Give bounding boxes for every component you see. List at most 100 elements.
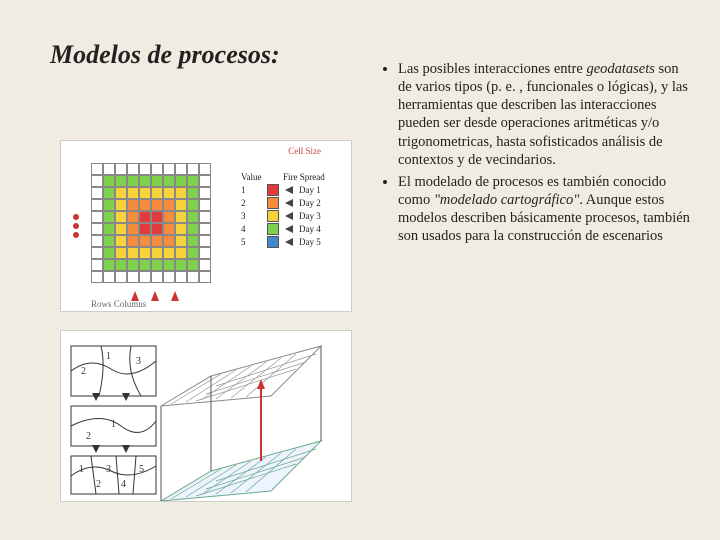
- grid-cell: [175, 223, 187, 235]
- arrow-up-icon: [151, 291, 159, 301]
- fig2-n1: 1: [106, 351, 111, 362]
- grid-cell: [151, 223, 163, 235]
- grid-cell: [199, 163, 211, 175]
- legend-row: 5Day 5: [241, 236, 325, 248]
- grid-cell: [163, 163, 175, 175]
- grid-cell: [187, 163, 199, 175]
- figure-raster-grid: Cell Size Value Fire Spread 1Day 12Day 2…: [60, 140, 352, 312]
- grid-cell: [199, 187, 211, 199]
- fig2-n9: 4: [121, 479, 126, 490]
- legend-row: 4Day 4: [241, 223, 325, 235]
- bullet-2: El modelado de procesos es también conoc…: [398, 173, 690, 246]
- grid-cell: [163, 175, 175, 187]
- legend-row: 3Day 3: [241, 210, 325, 222]
- grid-cell: [151, 235, 163, 247]
- grid-cell: [163, 271, 175, 283]
- bullet-1-em: geodatasets: [586, 61, 654, 77]
- grid-cell: [139, 247, 151, 259]
- grid-cell: [115, 271, 127, 283]
- grid-cell: [91, 223, 103, 235]
- grid-cell: [127, 259, 139, 271]
- grid-cell: [151, 259, 163, 271]
- grid-cell: [199, 175, 211, 187]
- grid-cell: [187, 247, 199, 259]
- grid-cell: [163, 247, 175, 259]
- grid-cell: [139, 223, 151, 235]
- grid-cell: [187, 175, 199, 187]
- grid-cell: [91, 199, 103, 211]
- grid-cell: [199, 223, 211, 235]
- grid-cell: [187, 187, 199, 199]
- fig1-label-tr: Cell Size: [288, 146, 321, 156]
- grid-cell: [115, 235, 127, 247]
- grid-cell: [127, 187, 139, 199]
- grid-cell: [127, 163, 139, 175]
- grid-cell: [115, 223, 127, 235]
- grid-cell: [151, 187, 163, 199]
- grid-cell: [103, 223, 115, 235]
- grid-cell: [91, 175, 103, 187]
- fig2-n2: 2: [81, 366, 86, 377]
- grid-cell: [127, 247, 139, 259]
- grid-cell: [151, 271, 163, 283]
- grid-cell: [187, 235, 199, 247]
- arrow-left-icon: [285, 238, 293, 246]
- grid-cell: [115, 163, 127, 175]
- arrow-left-icon: [285, 186, 293, 194]
- grid-cell: [139, 175, 151, 187]
- legend-swatch: [267, 223, 279, 235]
- grid-cell: [199, 259, 211, 271]
- fig2-n8: 3: [106, 464, 111, 475]
- grid-cell: [175, 259, 187, 271]
- grid-cell: [187, 271, 199, 283]
- grid-cell: [127, 271, 139, 283]
- layers-svg: [61, 331, 351, 501]
- grid-cell: [151, 163, 163, 175]
- grid-cell: [199, 211, 211, 223]
- grid-cell: [91, 247, 103, 259]
- grid-cell: [199, 235, 211, 247]
- grid-cell: [115, 259, 127, 271]
- grid-cell: [187, 223, 199, 235]
- arrow-left-icon: [285, 199, 293, 207]
- grid-cell: [175, 235, 187, 247]
- grid-cell: [103, 187, 115, 199]
- fig2-n6: 1: [79, 464, 84, 475]
- bullet-list: Las posibles interacciones entre geodata…: [380, 60, 690, 245]
- legend-row: 2Day 2: [241, 197, 325, 209]
- grid-cell: [115, 187, 127, 199]
- slide-title: Modelos de procesos:: [50, 40, 280, 70]
- grid-cell: [151, 199, 163, 211]
- grid-cell: [139, 235, 151, 247]
- grid-cell: [139, 199, 151, 211]
- fig2-n10: 5: [139, 464, 144, 475]
- grid-cell: [91, 235, 103, 247]
- figure-layers: 1 2 3 1 2 1 2 3 4 5: [60, 330, 352, 502]
- fig2-n7: 2: [96, 479, 101, 490]
- grid-cell: [163, 259, 175, 271]
- grid-cell: [151, 211, 163, 223]
- grid-cell: [187, 199, 199, 211]
- fig2-n5: 2: [86, 431, 91, 442]
- grid-cell: [199, 247, 211, 259]
- grid-cell: [163, 223, 175, 235]
- grid-cell: [187, 211, 199, 223]
- grid-cell: [91, 187, 103, 199]
- grid-cell: [175, 163, 187, 175]
- fig1-bottom-label: Rows Columns: [91, 299, 146, 309]
- grid-cell: [151, 247, 163, 259]
- grid-cell: [163, 187, 175, 199]
- grid-cell: [115, 199, 127, 211]
- grid-cell: [139, 259, 151, 271]
- grid-cell: [91, 271, 103, 283]
- arrow-left-icon: [285, 212, 293, 220]
- grid-cell: [103, 271, 115, 283]
- legend-swatch: [267, 184, 279, 196]
- grid-cell: [199, 199, 211, 211]
- grid-cell: [175, 199, 187, 211]
- grid-cell: [115, 211, 127, 223]
- grid-cell: [91, 259, 103, 271]
- grid-cell: [103, 199, 115, 211]
- grid-cell: [175, 247, 187, 259]
- dot-icon: [73, 223, 79, 229]
